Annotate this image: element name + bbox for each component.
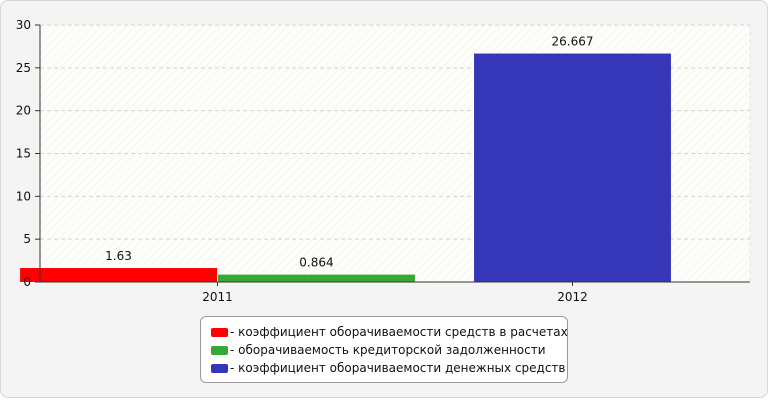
x-tick-label: 2012	[557, 290, 588, 304]
legend-label: - коэффициент оборачиваемости денежных с…	[230, 361, 566, 375]
legend-label: - оборачиваемость кредиторской задолженн…	[230, 343, 546, 357]
legend-item: - оборачиваемость кредиторской задолженн…	[211, 341, 567, 359]
legend-swatch	[211, 345, 228, 355]
y-tick-label: 5	[23, 232, 31, 246]
legend-item: - коэффициент оборачиваемости средств в …	[211, 323, 568, 341]
legend-swatch	[211, 363, 228, 373]
bars	[20, 53, 671, 282]
bar	[20, 268, 218, 282]
x-tick-label: 2011	[202, 290, 233, 304]
bar-value-label: 0.864	[299, 256, 333, 270]
labels: 0 5 10 15 20 25 30 1.63 0.864 2011 26.667 2012	[16, 18, 594, 304]
legend-item: - коэффициент оборачиваемости денежных с…	[211, 359, 567, 377]
y-tick-label: 30	[16, 18, 31, 32]
y-tick-label: 10	[16, 189, 31, 203]
axes	[35, 24, 750, 286]
bar	[474, 53, 671, 282]
legend-swatch	[211, 327, 228, 337]
y-tick-label: 15	[16, 147, 31, 161]
legend: - коэффициент оборачиваемости средств в …	[200, 316, 568, 383]
y-tick-label: 0	[23, 275, 31, 289]
bar-chart: 0 5 10 15 20 25 30 1.63 0.864 2011 26.667 2012	[16, 18, 751, 304]
y-tick-label: 25	[16, 61, 31, 75]
bar-value-label: 26.667	[552, 35, 594, 49]
y-tick-label: 20	[16, 104, 31, 118]
bar	[218, 274, 415, 282]
bar-value-label: 1.63	[105, 249, 132, 263]
legend-label: - коэффициент оборачиваемости средств в …	[230, 325, 568, 339]
